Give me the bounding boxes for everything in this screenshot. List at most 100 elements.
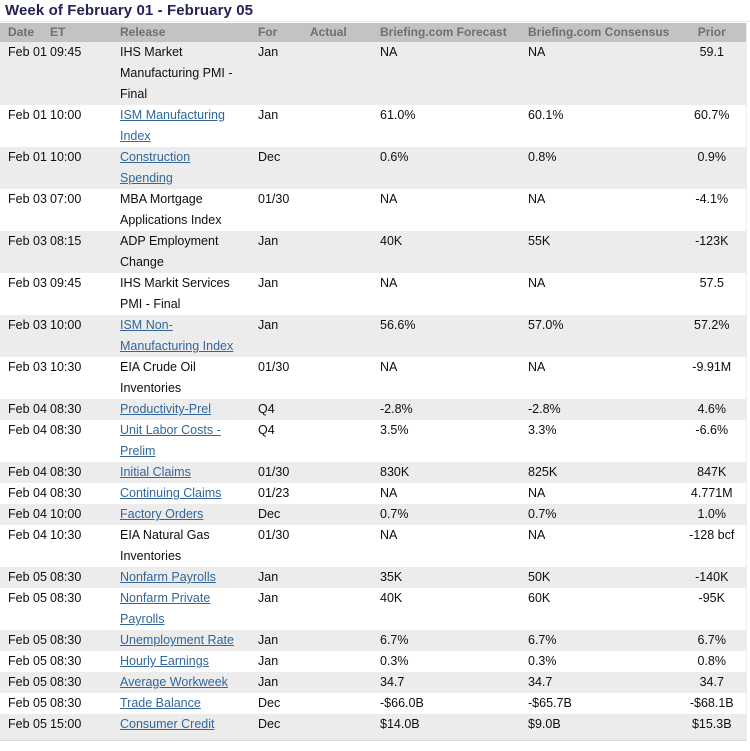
cell-date: Feb 03 [0,231,50,273]
release-text: EIA Crude Oil Inventories [120,360,196,395]
table-row: Feb 04 08:30 Unit Labor Costs - Prelim Q4 3.… [0,420,746,462]
release-link[interactable]: Factory Orders [120,507,204,521]
table-row: Feb 04 10:00 Factory Orders Dec 0.7% 0.7% 1.0% [0,504,746,525]
cell-prior: 847K [678,462,746,483]
cell-prior: 0.8% [697,654,727,668]
cell-et: 09:45 [50,276,82,290]
cell-consensus: 825K [528,462,678,483]
table-header-row: Date ET Release For Actual Briefing.com … [0,23,746,42]
release-link[interactable]: Unit Labor Costs - Prelim [120,423,221,458]
cell-consensus: NA [528,486,546,500]
cell-et: 09:45 [50,42,120,105]
cell-forecast: -$66.0B [380,696,424,710]
cell-actual [310,189,380,231]
cell-for: Jan [258,315,310,357]
table-row: Feb 01 10:00 Construction Spending Dec 0.6% 0… [0,147,746,189]
cell-date: Feb 04 [8,486,47,500]
cell-actual [310,693,380,714]
cell-actual [310,525,380,567]
release-link[interactable]: Consumer Credit [120,717,215,731]
cell-forecast: 40K [380,591,403,605]
cell-et: 10:00 [50,147,120,189]
release-link[interactable]: Trade Balance [120,696,201,710]
release-link[interactable]: Productivity-Prel [120,402,211,416]
cell-prior: 57.2% [678,315,746,357]
cell-forecast: NA [380,360,398,374]
cell-release: Initial Claims [120,462,258,483]
cell-date: Feb 04 [0,462,50,483]
cell-consensus: 60K [528,591,551,605]
release-link[interactable]: ISM Non-Manufacturing Index [120,318,234,353]
cell-et: 08:30 [50,591,82,605]
cell-date: Feb 05 [8,696,47,710]
table-row: Feb 01 09:45 IHS Market Manufacturing PMI … [0,42,746,105]
column-header-et: ET [50,23,120,42]
release-link[interactable]: Construction Spending [120,150,191,185]
cell-actual [310,588,380,630]
cell-consensus: -$65.7B [528,696,572,710]
cell-et: 07:00 [50,192,82,206]
release-link[interactable]: Continuing Claims [120,486,222,500]
release-link[interactable]: Hourly Earnings [120,654,209,668]
release-link[interactable]: Nonfarm Payrolls [120,570,216,584]
cell-for: Dec [258,504,310,525]
cell-consensus: 0.3% [528,654,557,668]
cell-forecast: 830K [380,462,528,483]
cell-date: Feb 03 [8,360,47,374]
cell-forecast: 34.7 [380,672,528,693]
cell-actual [310,273,380,315]
column-header-consensus: Briefing.com Consensus [528,23,678,42]
table-row: Feb 01 10:00 ISM Manufacturing Index Jan 61.… [0,105,746,147]
release-link[interactable]: Initial Claims [120,465,191,479]
table-row: Feb 05 08:30 Average Workweek Jan 34.7 34.7 34… [0,672,746,693]
cell-actual [310,399,380,420]
cell-actual [310,483,380,504]
cell-forecast: -2.8% [380,399,528,420]
cell-prior: -95K [698,591,725,605]
cell-consensus: 0.7% [528,504,678,525]
cell-et: 08:30 [50,672,120,693]
cell-actual [310,672,380,693]
release-link[interactable]: ISM Manufacturing Index [120,108,225,143]
cell-date: Feb 03 [0,315,50,357]
cell-for: Q4 [258,399,310,420]
cell-date: Feb 03 [8,276,47,290]
cell-prior: 4.771M [690,486,733,500]
cell-date: Feb 04 [0,504,50,525]
cell-release: Construction Spending [120,147,258,189]
cell-actual [310,567,380,588]
cell-for: 01/30 [258,192,290,206]
cell-et: 10:00 [50,315,120,357]
release-text: MBA Mortgage Applications Index [120,192,222,227]
cell-et: 08:30 [50,696,82,710]
cell-consensus: NA [528,192,546,206]
table-row: Feb 05 15:00 Consumer Credit Dec $14.0B $9.0B… [0,714,746,741]
cell-consensus: 60.1% [528,108,564,122]
cell-release: EIA Crude Oil Inventories [120,357,258,399]
cell-et: 10:00 [50,108,82,122]
cell-for: Dec [258,147,310,189]
release-link[interactable]: Unemployment Rate [120,633,234,647]
release-link[interactable]: Nonfarm Private Payrolls [120,591,211,626]
cell-for: Dec [258,696,281,710]
release-link[interactable]: Average Workweek [120,675,228,689]
cell-release: IHS Markit Services PMI - Final [120,273,258,315]
cell-date: Feb 01 [8,108,47,122]
cell-prior: 59.1 [678,42,746,105]
cell-for: Q4 [258,423,275,437]
table-row: Feb 05 08:30 Nonfarm Private Payrolls Jan 40… [0,588,746,630]
cell-forecast: NA [380,528,398,542]
column-header-date: Date [0,23,50,42]
cell-release: IHS Market Manufacturing PMI - Final [120,42,258,105]
cell-forecast: 35K [380,567,528,588]
table-row: Feb 04 08:30 Productivity-Prel Q4 -2.8% -2.8%… [0,399,746,420]
cell-release: Hourly Earnings [120,651,258,672]
table-row: Feb 04 08:30 Initial Claims 01/30 830K 825K 84… [0,462,746,483]
cell-consensus: 50K [528,567,678,588]
cell-release: ISM Non-Manufacturing Index [120,315,258,357]
release-text: IHS Markit Services PMI - Final [120,276,230,311]
cell-forecast: 0.6% [380,147,528,189]
cell-actual [310,504,380,525]
cell-date: Feb 05 [0,567,50,588]
cell-et: 08:30 [50,486,82,500]
